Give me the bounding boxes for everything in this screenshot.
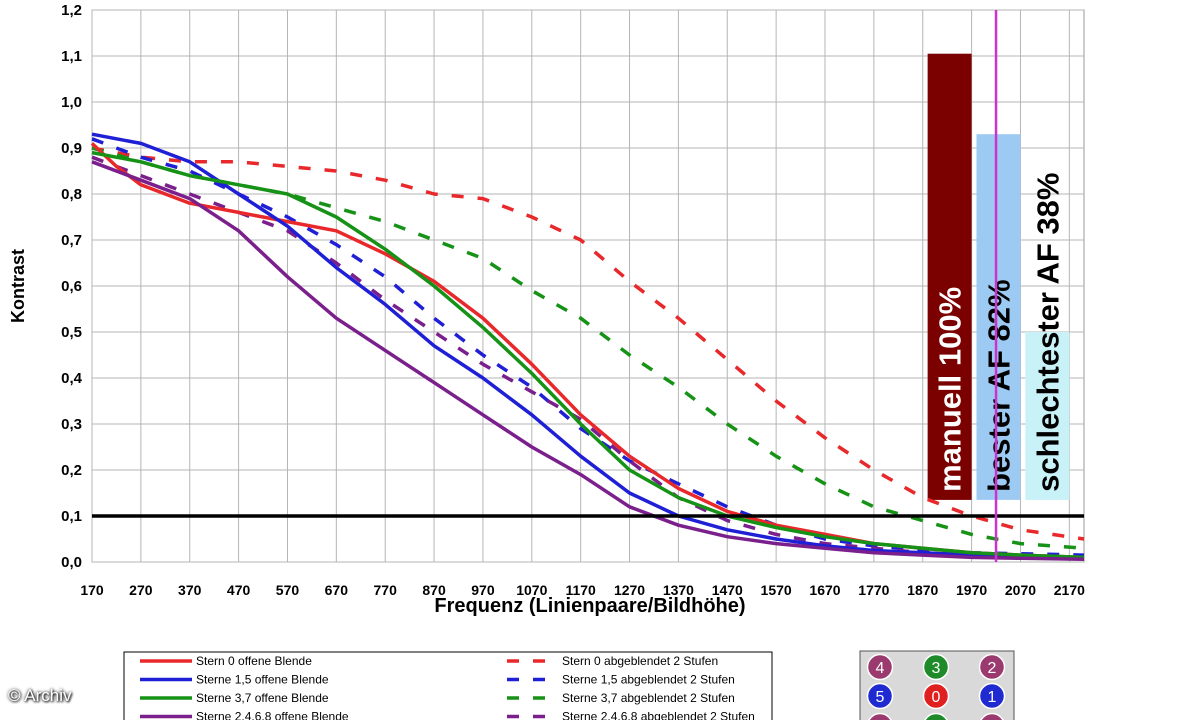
series-line [91,132,1085,561]
x-tick-label: 370 [178,582,202,598]
bar-label: manuell 100% [933,287,968,492]
badge-label: 2 [988,660,997,677]
y-tick-label: 1,1 [61,48,82,65]
badge-label: 3 [932,660,941,677]
series-lines [90,132,1085,561]
bar-label: schlechtester AF 38% [1030,173,1065,492]
x-tick-label: 270 [129,582,153,598]
series-line-dashed [91,146,1085,541]
y-tick-labels: 0,0 0,1 0,2 0,3 0,4 0,5 0,6 0,7 0,8 0,9 1,0 1,1 1,2 [61,2,83,571]
badge-label: 4 [876,660,885,677]
legend-label: Sterne 1,5 abgeblendet 2 Stufen [562,673,735,687]
x-tick-label: 1370 [663,582,694,598]
y-tick-label: 0,8 [61,186,82,203]
x-axis-label: Frequenz (Linienpaare/Bildhöhe) [434,595,745,617]
x-tick-label: 670 [325,582,349,598]
badge-circle [978,653,1006,681]
grid [91,9,1084,563]
x-tick-label: 1170 [565,582,596,598]
series-line [91,150,1085,560]
x-tick-label: 1470 [712,582,743,598]
legend-label: Sterne 3,7 abgeblendet 2 Stufen [562,691,735,705]
x-tick-label: 1970 [956,582,987,598]
x-tick-label: 970 [471,582,495,598]
x-tick-label: 1670 [809,582,840,598]
badge-circle [978,682,1006,710]
badge-panel: 4 3 2 5 0 1 [859,650,1015,720]
legend-label: Sterne 3,7 offene Blende [196,691,329,705]
x-tick-label: 1070 [516,582,547,598]
series-line [91,160,1085,561]
legend-label: Stern 0 offene Blende [196,654,312,668]
x-tick-label: 870 [422,582,446,598]
legend: Stern 0 offene Blende Sterne 1,5 offene B… [123,651,773,720]
x-tick-label: 570 [276,582,300,598]
x-tick-label: 170 [80,582,104,598]
y-tick-label: 0,2 [61,462,82,479]
y-tick-label: 0,6 [61,278,82,295]
y-tick-label: 1,2 [61,2,82,19]
badge-circle [866,682,894,710]
bar [976,134,1021,500]
badge-label: 0 [932,689,941,706]
legend-label: Sterne 2,4,6,8 abgeblendet 2 Stufen [562,710,755,720]
bar-label: bester AF 82% [981,279,1016,492]
x-tick-label: 770 [374,582,398,598]
x-tick-label: 470 [227,582,251,598]
badge-circle [922,682,950,710]
badge-circle [866,653,894,681]
x-tick-label: 2070 [1005,582,1036,598]
legend-label: Sterne 2,4,6,8 offene Blende [196,710,349,720]
y-tick-label: 0,0 [61,554,82,571]
y-tick-label: 0,3 [61,416,82,433]
reference-lines [92,10,1084,562]
x-tick-label: 2170 [1054,582,1085,598]
bars-group: manuell 100% bester AF 82% schlechtester A… [927,53,1070,500]
badge-circle-partial [924,712,948,720]
y-tick-label: 1,0 [61,94,82,111]
badge-circle-partial [868,712,892,720]
x-tick-label: 1870 [907,582,938,598]
y-tick-label: 0,4 [61,370,83,387]
badge-label: 1 [988,689,997,706]
x-tick-label: 1270 [614,582,645,598]
y-tick-label: 0,5 [61,324,82,341]
y-tick-label: 0,9 [61,140,82,157]
x-tick-label: 1770 [858,582,889,598]
credit-label: © Archiv [8,686,72,705]
badge-circle [922,653,950,681]
legend-label: Stern 0 abgeblendet 2 Stufen [562,654,718,668]
bar [1025,332,1070,500]
badge-label: 5 [876,689,885,706]
series-line-dashed [91,137,1085,557]
bar [927,53,972,500]
legend-label: Sterne 1,5 offene Blende [196,673,329,687]
x-tick-label: 1570 [761,582,792,598]
x-tick-labels: 170 270 370 470 570 670 770 870 970 1070 1170 1270 1… [80,582,1085,598]
y-tick-label: 0,7 [61,232,82,249]
y-axis-label: Kontrast [8,249,28,323]
y-tick-label: 0,1 [61,508,82,525]
badge-circle-partial [980,712,1004,720]
